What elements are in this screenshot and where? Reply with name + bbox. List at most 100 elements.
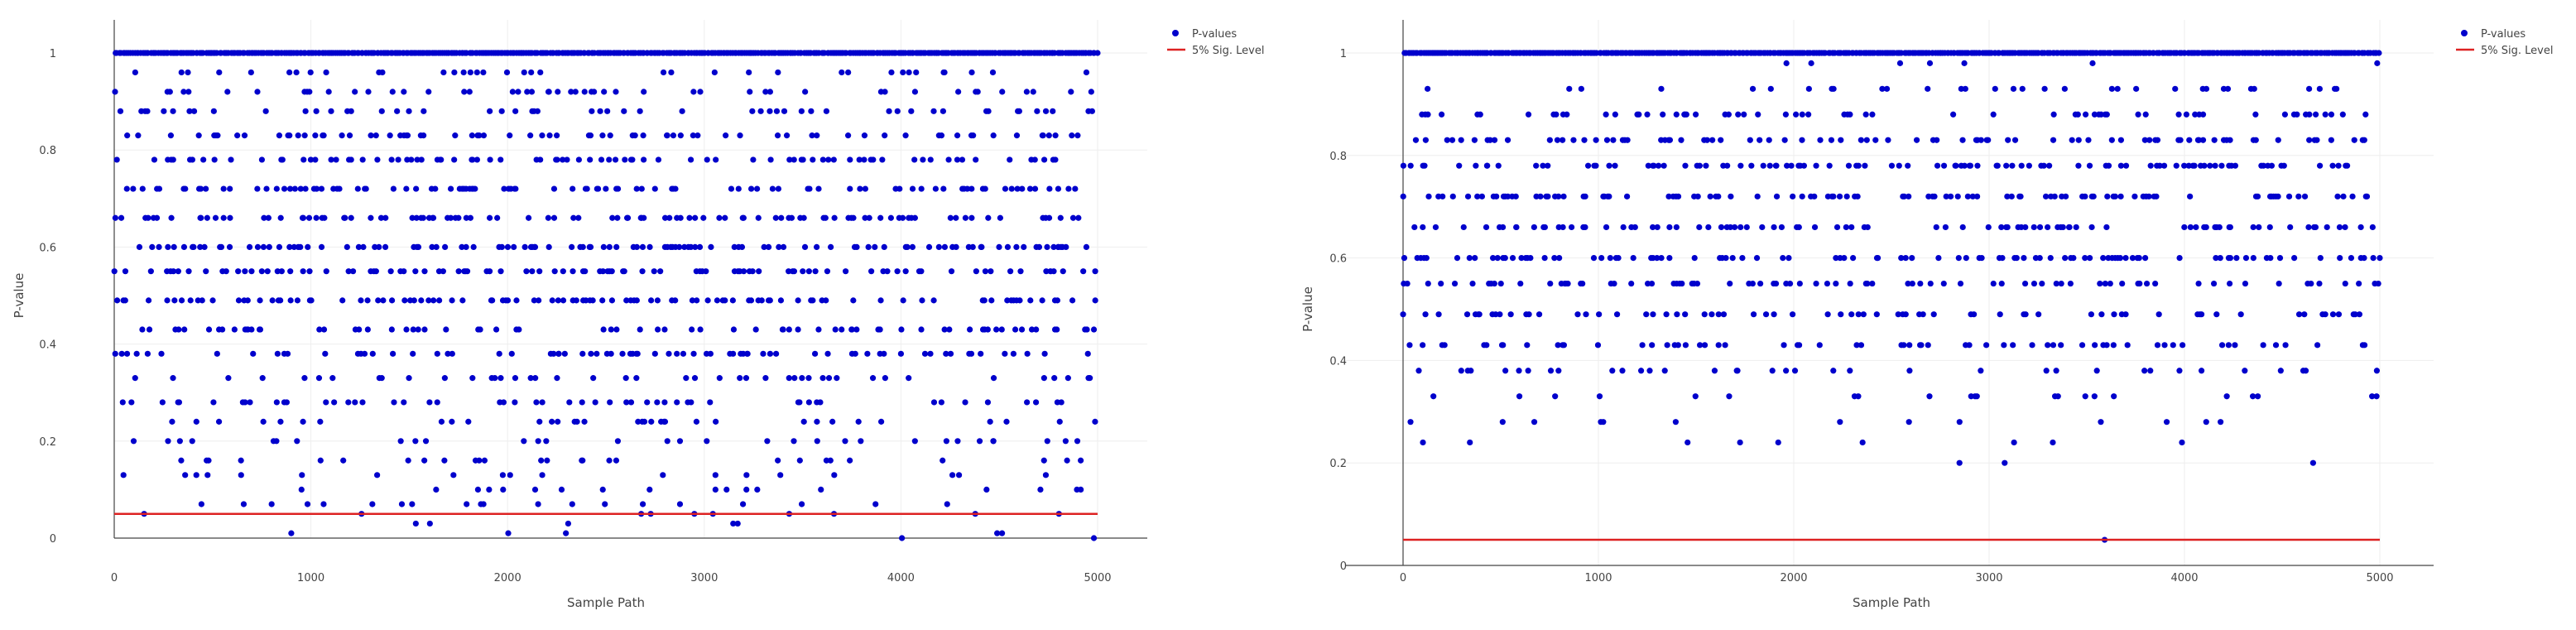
- data-point: [1858, 342, 1865, 349]
- data-point: [164, 297, 171, 304]
- data-point: [2086, 162, 2093, 169]
- data-point: [800, 418, 807, 425]
- data-point: [551, 268, 558, 275]
- data-point: [555, 418, 561, 425]
- data-point: [674, 399, 680, 406]
- data-point: [1684, 439, 1691, 446]
- data-point: [504, 297, 512, 304]
- data-point: [2361, 255, 2367, 262]
- data-point: [447, 214, 454, 221]
- data-point: [990, 132, 997, 139]
- data-point: [1956, 459, 1963, 466]
- data-point: [513, 297, 520, 304]
- data-point: [954, 156, 961, 163]
- data-point: [769, 185, 776, 192]
- data-point: [1792, 111, 1800, 118]
- data-point: [139, 326, 146, 333]
- data-point: [614, 438, 622, 445]
- data-point: [527, 132, 534, 139]
- data-point: [1888, 162, 1896, 169]
- data-point: [420, 214, 426, 221]
- data-point: [2117, 255, 2124, 262]
- data-point: [2220, 85, 2228, 92]
- data-point: [1458, 368, 1464, 374]
- data-point: [318, 185, 325, 192]
- data-point: [619, 350, 626, 357]
- data-point: [313, 214, 320, 221]
- data-point: [899, 535, 906, 541]
- data-point: [421, 268, 428, 275]
- data-point: [405, 457, 411, 464]
- data-point: [434, 350, 440, 357]
- data-point: [360, 243, 367, 250]
- data-point: [368, 214, 374, 221]
- data-point: [997, 214, 1003, 221]
- data-point: [690, 89, 697, 95]
- data-point: [2135, 111, 2141, 118]
- data-point: [755, 214, 762, 221]
- data-point: [198, 501, 204, 507]
- data-point: [1860, 311, 1867, 318]
- data-point: [1694, 280, 1701, 287]
- data-point: [2295, 193, 2302, 200]
- data-point: [740, 268, 747, 275]
- data-point: [537, 156, 544, 163]
- data-point: [993, 326, 1000, 333]
- data-point: [123, 350, 131, 357]
- data-point: [800, 268, 806, 275]
- data-point: [641, 418, 648, 425]
- data-point: [2111, 393, 2117, 400]
- data-point: [198, 214, 204, 221]
- data-point: [2022, 224, 2029, 231]
- data-point: [254, 89, 261, 95]
- data-point: [1045, 132, 1052, 139]
- data-point: [1998, 280, 2005, 287]
- data-point: [1782, 111, 1789, 118]
- data-point: [943, 438, 949, 445]
- data-point: [661, 214, 669, 221]
- data-point: [2108, 137, 2115, 143]
- data-point: [276, 243, 283, 250]
- data-point: [1666, 137, 1674, 143]
- data-point: [389, 89, 396, 95]
- data-point: [629, 156, 636, 163]
- data-point: [788, 214, 795, 221]
- data-point: [2313, 111, 2319, 118]
- data-point: [153, 214, 161, 221]
- data-point: [469, 156, 476, 163]
- data-point: [1901, 193, 1908, 200]
- data-point: [429, 243, 435, 250]
- data-point: [708, 243, 714, 250]
- data-point: [2011, 439, 2017, 446]
- data-point: [369, 350, 376, 357]
- data-point: [773, 350, 780, 357]
- legend-marker-p-values: [2461, 30, 2468, 36]
- data-point: [938, 399, 944, 406]
- data-point: [764, 438, 771, 445]
- data-point: [704, 156, 710, 163]
- data-point: [582, 268, 589, 275]
- data-point: [344, 243, 350, 250]
- data-point: [2198, 368, 2205, 374]
- data-point: [144, 108, 151, 114]
- data-point: [170, 268, 177, 275]
- data-point: [532, 375, 539, 382]
- data-point: [467, 69, 473, 76]
- data-point: [664, 438, 670, 445]
- data-point: [1780, 255, 1786, 262]
- data-point: [2003, 162, 2010, 169]
- data-point: [1847, 368, 1853, 374]
- data-point: [264, 268, 271, 275]
- data-point: [1564, 280, 1571, 287]
- data-point: [1092, 297, 1098, 304]
- data-point: [2308, 280, 2314, 287]
- data-point: [440, 69, 447, 76]
- data-point: [1847, 111, 1853, 118]
- data-point: [286, 243, 293, 250]
- data-point: [440, 268, 446, 275]
- data-point: [1074, 438, 1081, 445]
- data-point: [2275, 193, 2281, 200]
- data-point: [1420, 439, 1426, 446]
- data-point: [2163, 419, 2170, 426]
- data-point: [614, 185, 622, 192]
